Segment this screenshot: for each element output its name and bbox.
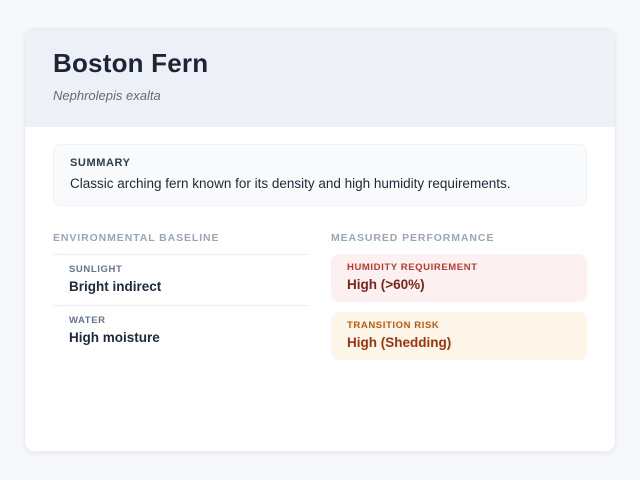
- measured-performance-heading: MEASURED PERFORMANCE: [331, 232, 495, 244]
- humidity-requirement-badge: HUMIDITY REQUIREMENT High (>60%): [331, 254, 587, 302]
- card-body: SUMMARY Classic arching fern known for i…: [25, 127, 615, 394]
- summary-heading: SUMMARY: [70, 157, 131, 169]
- environmental-baseline-heading: ENVIRONMENTAL BASELINE: [53, 232, 220, 244]
- water-label: WATER: [69, 315, 106, 326]
- list-item-sunlight: SUNLIGHT Bright indirect: [53, 254, 309, 305]
- plant-profile-card: Boston Fern Nephrolepis exalta SUMMARY C…: [24, 28, 616, 452]
- transition-risk-label: TRANSITION RISK: [347, 320, 440, 331]
- scientific-name: Nephrolepis exalta: [53, 88, 161, 103]
- list-item-water: WATER High moisture: [53, 305, 309, 356]
- humidity-requirement-label: HUMIDITY REQUIREMENT: [347, 262, 478, 273]
- sunlight-label: SUNLIGHT: [69, 264, 123, 275]
- environmental-baseline-column: ENVIRONMENTAL BASELINE SUNLIGHT Bright i…: [53, 232, 309, 370]
- summary-panel: SUMMARY Classic arching fern known for i…: [53, 144, 587, 206]
- card-header: Boston Fern Nephrolepis exalta: [25, 29, 615, 127]
- summary-text: Classic arching fern known for its densi…: [70, 176, 511, 191]
- details-columns: ENVIRONMENTAL BASELINE SUNLIGHT Bright i…: [53, 232, 587, 370]
- page-title: Boston Fern: [53, 48, 209, 78]
- transition-risk-value: High (Shedding): [347, 335, 452, 350]
- transition-risk-badge: TRANSITION RISK High (Shedding): [331, 312, 587, 360]
- sunlight-value: Bright indirect: [69, 279, 162, 294]
- humidity-requirement-value: High (>60%): [347, 277, 425, 292]
- measured-performance-column: MEASURED PERFORMANCE HUMIDITY REQUIREMEN…: [331, 232, 587, 370]
- water-value: High moisture: [69, 330, 160, 345]
